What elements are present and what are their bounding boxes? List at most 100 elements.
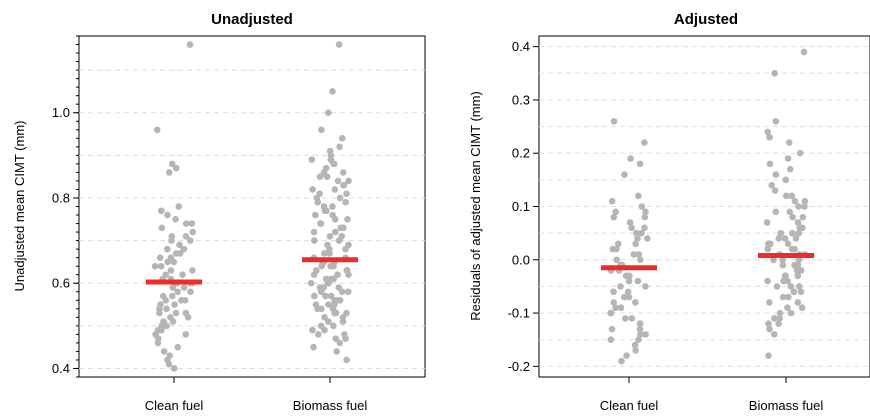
data-point (323, 207, 330, 215)
data-point (636, 160, 644, 168)
data-point (612, 208, 619, 216)
data-point (176, 250, 184, 257)
data-point (324, 109, 332, 117)
data-point (163, 305, 170, 313)
data-point (318, 126, 325, 134)
data-point (607, 336, 615, 344)
data-point (765, 320, 772, 328)
data-point (325, 301, 332, 308)
y-tick-label: 0.2 (512, 146, 530, 161)
data-point (637, 331, 644, 338)
data-point (160, 348, 168, 355)
data-point (311, 237, 318, 244)
adjusted-x-tick-biomass-fuel: Biomass fuel (749, 398, 824, 413)
data-point (308, 156, 316, 163)
data-point (620, 293, 628, 301)
data-point (342, 245, 349, 253)
data-point (334, 177, 342, 185)
data-point (765, 352, 772, 359)
data-point (157, 262, 165, 270)
data-point (638, 229, 645, 237)
data-point (340, 181, 347, 189)
data-point (632, 347, 639, 354)
data-point (801, 197, 809, 205)
data-point (164, 258, 171, 266)
y-tick-label: 0.1 (512, 199, 530, 214)
y-tick-label: -0.1 (508, 306, 530, 321)
data-point (336, 143, 343, 151)
data-point (339, 318, 347, 325)
data-point (618, 357, 625, 365)
data-point (168, 160, 176, 168)
data-point (780, 277, 787, 285)
data-point (175, 203, 183, 210)
data-point (768, 181, 776, 189)
data-point (786, 208, 794, 216)
data-point (610, 288, 617, 296)
data-point (168, 237, 175, 244)
data-point (311, 292, 318, 300)
data-point (770, 256, 777, 264)
data-point (330, 322, 337, 330)
data-point (167, 267, 175, 274)
data-point (163, 245, 171, 253)
data-point (165, 360, 173, 368)
data-point (187, 288, 194, 296)
data-point (182, 233, 190, 240)
data-point (784, 304, 791, 312)
adjusted-panel: Adjusted Residuals of adjusted mean CIMT… (468, 11, 870, 413)
data-point (775, 320, 782, 328)
data-point (344, 215, 351, 223)
data-point (315, 331, 322, 338)
data-point (182, 220, 190, 227)
data-point (162, 296, 170, 304)
data-point (181, 296, 189, 304)
data-point (625, 277, 633, 285)
data-point (321, 314, 328, 321)
data-point (771, 187, 779, 194)
adjusted-x-tick-clean-fuel: Clean fuel (600, 398, 659, 413)
data-point (632, 299, 639, 306)
data-point (343, 356, 351, 364)
data-point (338, 135, 346, 142)
data-point (628, 224, 635, 232)
data-point (164, 211, 171, 219)
data-point (636, 320, 644, 328)
data-point (310, 271, 318, 279)
data-point (172, 215, 179, 223)
y-tick-label: 0.3 (512, 92, 530, 107)
data-point (340, 224, 347, 232)
data-point (335, 237, 343, 244)
data-point (169, 284, 177, 291)
data-point (613, 256, 620, 264)
data-point (336, 194, 344, 202)
data-point (309, 186, 316, 193)
data-point (622, 315, 629, 322)
data-point (345, 177, 352, 185)
data-point (772, 171, 780, 178)
data-point (797, 288, 805, 296)
data-point (607, 309, 614, 317)
data-point (182, 331, 190, 338)
data-point (790, 288, 798, 296)
data-point (330, 275, 338, 283)
data-point (638, 203, 646, 210)
data-point (332, 335, 339, 342)
data-point (312, 211, 319, 219)
data-point (344, 288, 352, 296)
unadjusted-panel: Unadjusted Unadjusted mean CIMT (mm) Cle… (12, 11, 426, 413)
data-point (798, 304, 806, 312)
adjusted-y-axis-label: Residuals of adjusted mean CIMT (mm) (468, 91, 483, 321)
data-point (326, 250, 333, 257)
data-point (156, 309, 163, 317)
data-point (776, 309, 784, 317)
data-point (764, 277, 771, 285)
data-point (180, 284, 188, 291)
data-point (608, 325, 616, 333)
data-point (610, 213, 618, 221)
data-point (317, 220, 325, 227)
data-point (801, 203, 808, 210)
data-point (772, 208, 780, 216)
data-point (174, 343, 182, 351)
data-point (326, 233, 334, 240)
